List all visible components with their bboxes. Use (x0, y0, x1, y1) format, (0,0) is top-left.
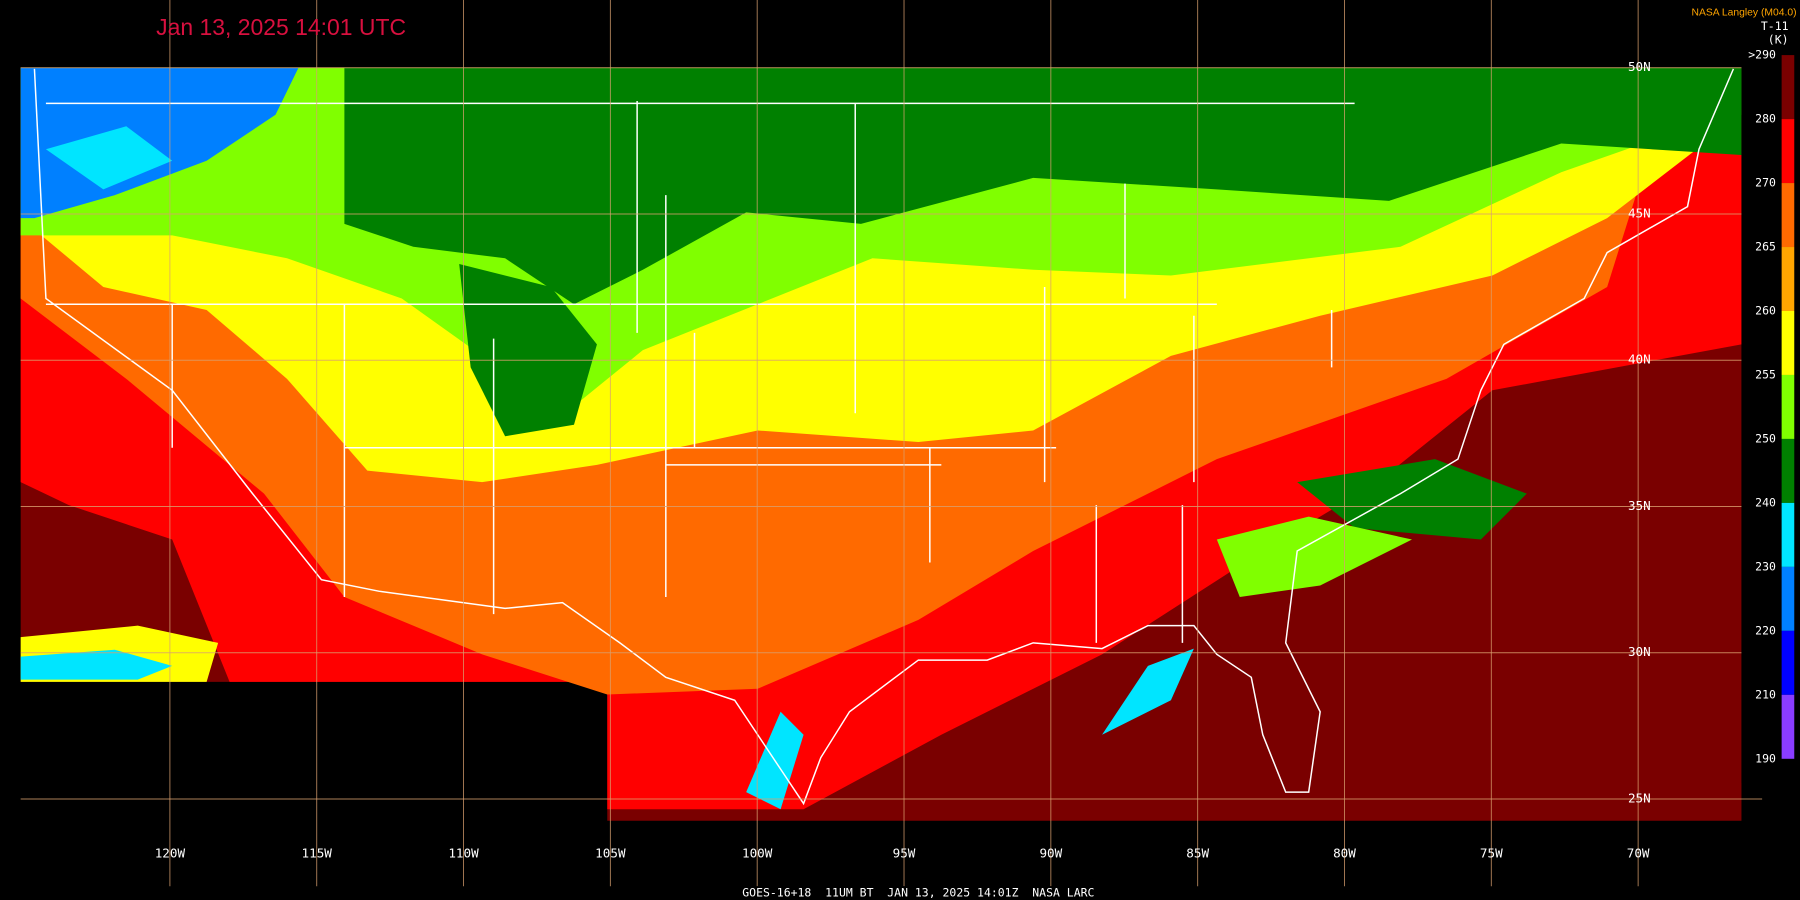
colorbar-label: 220 (1755, 623, 1776, 637)
latitude-label: 50N (1628, 59, 1651, 74)
longitude-label: 105W (595, 846, 626, 861)
colorbar-label: 210 (1755, 687, 1776, 701)
colorbar-label: >290 (1748, 48, 1776, 62)
colorbar-segment (1781, 438, 1795, 503)
legend-unit: (K) (1768, 33, 1789, 47)
colorbar-segment (1781, 55, 1795, 120)
longitude-label: 90W (1039, 846, 1062, 861)
colorbar-segment (1781, 310, 1795, 375)
colorbar-label: 265 (1755, 240, 1776, 254)
colorbar-segment (1781, 183, 1795, 248)
longitude-label: 110W (448, 846, 479, 861)
latitude-label: 30N (1628, 644, 1651, 659)
colorbar-segment (1781, 694, 1795, 759)
latitude-label: 45N (1628, 205, 1651, 220)
colorbar-label: 190 (1755, 751, 1776, 765)
longitude-label: 115W (302, 846, 333, 861)
field-green (344, 67, 1742, 305)
colorbar-segment (1781, 374, 1795, 439)
longitude-label: 95W (893, 846, 916, 861)
longitude-label: 100W (742, 846, 773, 861)
graticule: 120W 115W 110W 105W 100W 95W 90W 85W 80W 75W 70W 50… (20, 0, 1763, 887)
longitude-label: 70W (1627, 846, 1650, 861)
field-cyan-gulf (1102, 648, 1194, 735)
colorbar: >290 280 270 265 260 255 250 240 230 220 210 190 (1741, 45, 1800, 783)
longitude-label: 80W (1333, 846, 1356, 861)
colorbar-label: 270 (1755, 176, 1776, 190)
latitude-label: 25N (1628, 790, 1651, 805)
longitude-label: 85W (1186, 846, 1209, 861)
temperature-field (20, 67, 1742, 821)
colorbar-label: 240 (1755, 495, 1776, 509)
longitude-label: 75W (1480, 846, 1503, 861)
field-blue (20, 67, 299, 219)
latitude-label: 35N (1628, 498, 1651, 513)
colorbar-label: 255 (1755, 367, 1776, 381)
colorbar-label: 250 (1755, 431, 1776, 445)
field-cyan-pacific (20, 649, 173, 680)
latitude-label: 40N (1628, 352, 1651, 367)
colorbar-label: 260 (1755, 303, 1776, 317)
timestamp-title: Jan 13, 2025 14:01 UTC (156, 14, 406, 40)
colorbar-segment (1781, 119, 1795, 184)
state-lines (45, 101, 1355, 643)
colorbar-segment (1781, 502, 1795, 567)
colorbar-label: 230 (1755, 559, 1776, 573)
field-light-green-southeast (1216, 516, 1412, 597)
borders (33, 68, 1735, 806)
legend-title: T-11 (1761, 19, 1789, 33)
footer: GOES-16+18 11UM BT JAN 13, 2025 14:01Z N… (742, 886, 1094, 900)
colorbar-segment (1781, 630, 1795, 695)
longitude-label: 120W (155, 846, 186, 861)
field-cyan-northwest (45, 126, 173, 190)
colorbar-segment (1781, 566, 1795, 631)
coastline (33, 68, 1735, 806)
colorbar-label: 280 (1755, 112, 1776, 126)
colorbar-segment (1781, 247, 1795, 311)
footer-background (642, 886, 1194, 900)
credit: NASA Langley (M04.0) (1691, 7, 1796, 18)
